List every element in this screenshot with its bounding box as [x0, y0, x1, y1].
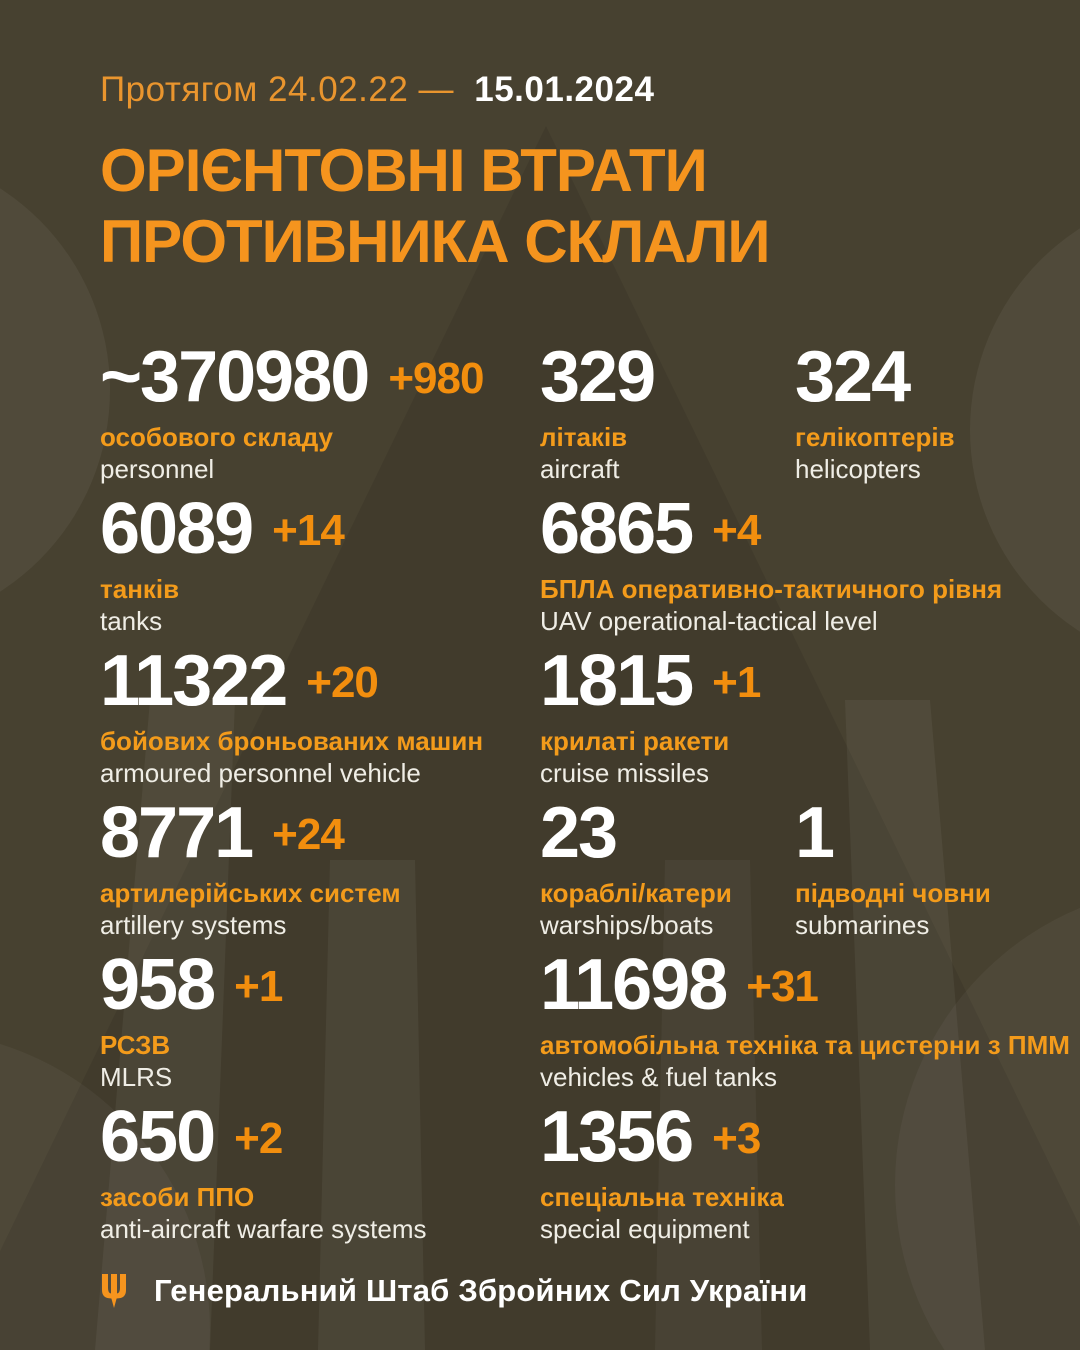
- stat-label-en: helicopters: [795, 453, 921, 484]
- stat-armoured-vehicles: 11322 +20 бойових броньованих машин armou…: [100, 644, 540, 791]
- stat-helicopters: 324 гелікоптерів helicopters: [795, 340, 1050, 487]
- stat-delta: +20: [306, 657, 379, 707]
- stat-value: 6865: [540, 488, 694, 569]
- stat-label-uk: РСЗВ: [100, 1029, 171, 1060]
- stat-submarines: 1 підводні човни submarines: [795, 796, 1050, 943]
- stat-value: 1356: [540, 1096, 694, 1177]
- period-line: Протягом 24.02.22 — 15.01.2024: [100, 70, 1050, 110]
- stat-label-uk: підводні човни: [795, 877, 991, 908]
- stat-delta: +980: [388, 353, 484, 403]
- trident-icon: [102, 1273, 126, 1308]
- stat-special-equipment: 1356 +3 спеціальна техніка special equipm…: [540, 1100, 1080, 1247]
- stats-row: 8771 +24 артилерійських систем artillery …: [100, 796, 1050, 943]
- stat-label-en: artillery systems: [100, 909, 287, 940]
- stat-warships: 23 кораблі/катери warships/boats: [540, 796, 795, 943]
- stats-row: 6089 +14 танків tanks 6865 +4 БПЛА операти…: [100, 492, 1050, 639]
- stat-value: 23: [540, 792, 618, 873]
- stat-delta: +1: [234, 961, 283, 1011]
- stat-artillery: 8771 +24 артилерійських систем artillery …: [100, 796, 540, 943]
- page-title-line2: ПРОТИВНИКА СКЛАЛИ: [100, 207, 771, 275]
- stat-label-uk: танків: [100, 573, 180, 604]
- stat-delta: +14: [272, 505, 345, 555]
- period-prefix: Протягом 24.02.22 —: [100, 70, 455, 109]
- stat-vehicles-fuel-tanks: 11698 +31 автомобільна техніка та цистерн…: [540, 948, 1080, 1095]
- stat-label-en: aircraft: [540, 453, 620, 484]
- stat-label-en: submarines: [795, 909, 930, 940]
- organization-name: Генеральний Штаб Збройних Сил України: [154, 1272, 808, 1308]
- stat-label-en: warships/boats: [540, 909, 714, 940]
- stat-value: 1: [795, 792, 835, 873]
- stat-label-en: vehicles & fuel tanks: [540, 1061, 778, 1092]
- stat-label-uk: засоби ППО: [100, 1181, 255, 1212]
- stat-personnel: ~370980 +980 особового складу personnel: [100, 340, 540, 487]
- stat-tanks: 6089 +14 танків tanks: [100, 492, 540, 639]
- stat-label-uk: спеціальна техніка: [540, 1181, 784, 1212]
- stat-label-en: MLRS: [100, 1061, 173, 1092]
- stat-delta: +31: [746, 961, 819, 1011]
- page-title-line1: ОРІЄНТОВНІ ВТРАТИ: [100, 137, 708, 204]
- stat-delta: +3: [712, 1113, 761, 1163]
- stats-row: ~370980 +980 особового складу personnel 3…: [100, 340, 1050, 487]
- stat-value: 8771: [100, 792, 254, 873]
- stat-mlrs: 958 +1 РСЗВ MLRS: [100, 948, 540, 1095]
- stat-uav: 6865 +4 БПЛА оперативно-тактичного рівня …: [540, 492, 1080, 639]
- stat-label-en: cruise missiles: [540, 757, 710, 788]
- stat-label-en: special equipment: [540, 1213, 750, 1244]
- stat-cruise-missiles: 1815 +1 крилаті ракети cruise missiles: [540, 644, 1080, 791]
- stat-label-en: personnel: [100, 453, 215, 484]
- period-end-date: 15.01.2024: [474, 70, 655, 109]
- stat-label-en: tanks: [100, 605, 163, 636]
- stats-row: 650 +2 засоби ППО anti-aircraft warfare s…: [100, 1100, 1050, 1247]
- stat-label-en: armoured personnel vehicle: [100, 757, 421, 788]
- stat-value: ~370980: [100, 336, 370, 417]
- footer: Генеральний Штаб Збройних Сил України: [100, 1273, 1050, 1309]
- stats-row: 11322 +20 бойових броньованих машин armou…: [100, 644, 1050, 791]
- stat-label-en: UAV operational-tactical level: [540, 605, 878, 636]
- stat-label-uk: гелікоптерів: [795, 421, 955, 452]
- stat-aircraft: 329 літаків aircraft: [540, 340, 795, 487]
- page-title: ОРІЄНТОВНІ ВТРАТИ ПРОТИВНИКА СКЛАЛИ: [100, 136, 1050, 278]
- stat-label-uk: особового складу: [100, 421, 333, 452]
- stat-value: 324: [795, 336, 911, 417]
- stat-delta: +2: [234, 1113, 283, 1163]
- stat-value: 11698: [540, 944, 728, 1025]
- stat-anti-aircraft: 650 +2 засоби ППО anti-aircraft warfare s…: [100, 1100, 540, 1247]
- stat-label-uk: бойових броньованих машин: [100, 725, 484, 756]
- stats-row: 958 +1 РСЗВ MLRS 11698 +31 автомобільна те…: [100, 948, 1070, 1095]
- stat-label-uk: літаків: [540, 421, 628, 452]
- stats-grid: ~370980 +980 особового складу personnel 3…: [100, 340, 1070, 1247]
- stat-value: 1815: [540, 640, 694, 721]
- stat-value: 6089: [100, 488, 254, 569]
- stat-delta: +4: [712, 505, 761, 555]
- stat-value: 329: [540, 336, 656, 417]
- stat-label-uk: автомобільна техніка та цистерни з ПММ: [540, 1029, 1070, 1060]
- stat-delta: +24: [272, 809, 345, 859]
- stat-value: 650: [100, 1096, 216, 1177]
- stat-value: 958: [100, 944, 216, 1025]
- stat-label-uk: БПЛА оперативно-тактичного рівня: [540, 573, 1003, 604]
- stat-value: 11322: [100, 640, 288, 721]
- stat-label-uk: кораблі/катери: [540, 877, 732, 908]
- stat-label-uk: крилаті ракети: [540, 725, 730, 756]
- stat-label-uk: артилерійських систем: [100, 877, 401, 908]
- stat-label-en: anti-aircraft warfare systems: [100, 1213, 427, 1244]
- stat-delta: +1: [712, 657, 761, 707]
